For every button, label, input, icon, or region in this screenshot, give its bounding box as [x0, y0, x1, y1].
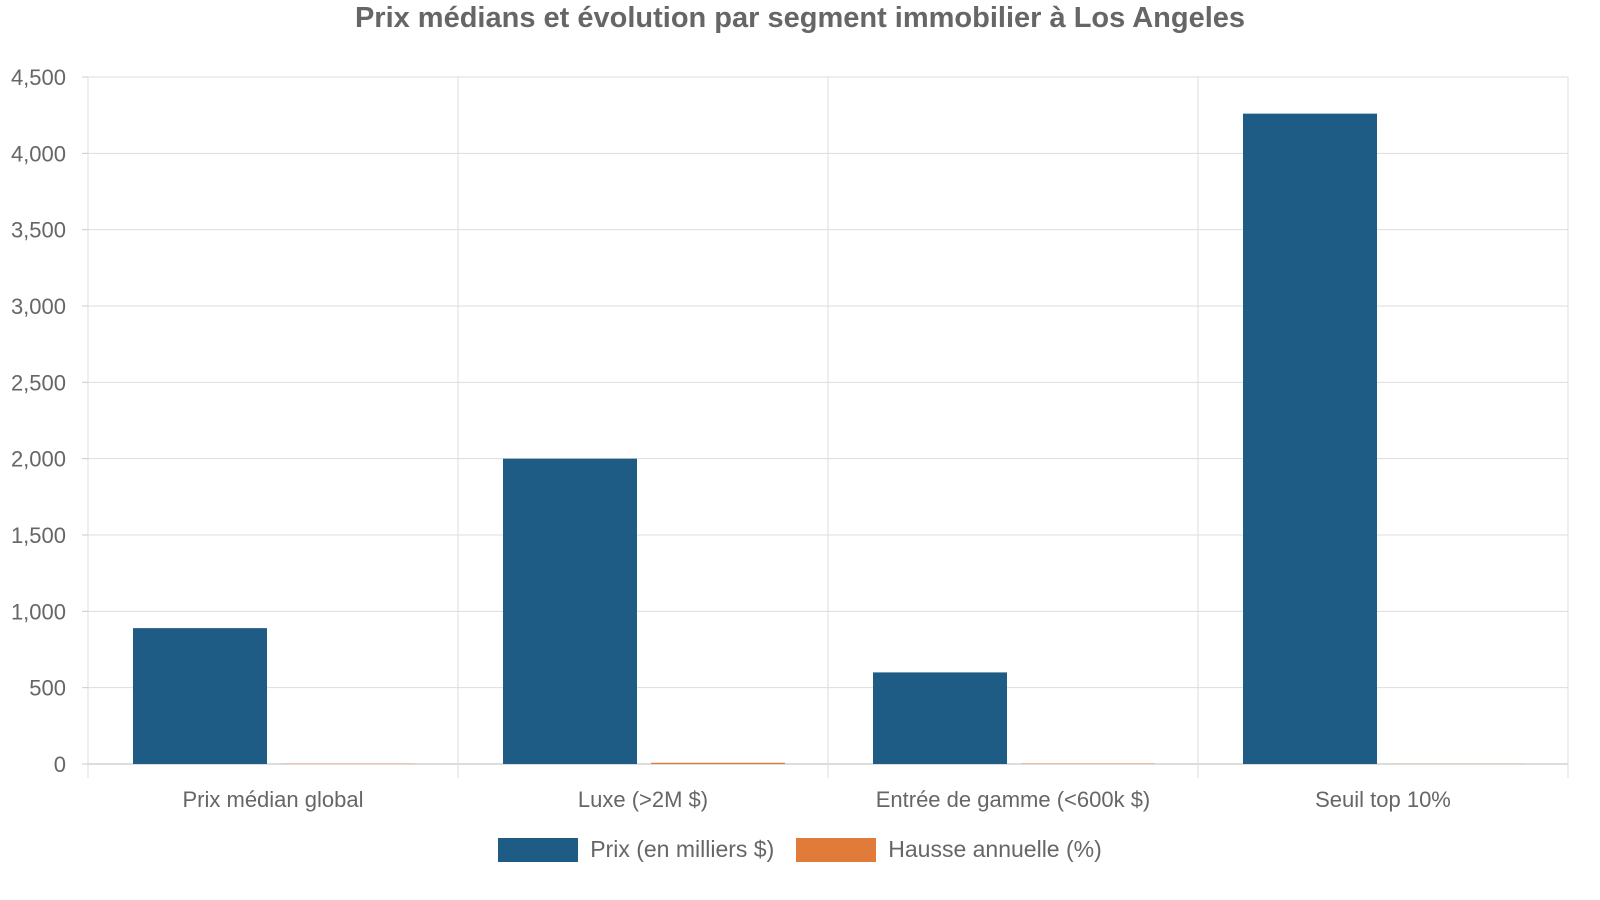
y-tick-label: 1,000 [11, 599, 66, 624]
y-tick-label: 2,000 [11, 447, 66, 472]
bar-price[interactable] [503, 458, 637, 764]
labels-layer: 0 500 1,000 1,500 2,000 2,500 3,000 3,500 4,000 4… [11, 65, 1451, 812]
bar-price[interactable] [133, 628, 267, 764]
x-tick-label: Luxe (>2M $) [578, 787, 708, 812]
legend-swatch-price [498, 837, 579, 862]
y-tick-label: 3,000 [11, 294, 66, 319]
y-tick-label: 1,500 [11, 523, 66, 548]
bars-layer [133, 113, 1525, 764]
y-tick-label: 500 [29, 676, 66, 701]
axis-layer [82, 76, 88, 765]
bar-price[interactable] [873, 672, 1007, 764]
legend-swatch-growth [796, 837, 877, 862]
bar-price[interactable] [1243, 113, 1377, 764]
chart-title: Prix médians et évolution par segment im… [354, 2, 1246, 34]
y-tick-label: 4,000 [11, 141, 66, 166]
x-tick-label: Prix médian global [183, 787, 364, 812]
legend-label-growth: Hausse annuelle (%) [888, 836, 1102, 862]
y-tick-label: 0 [54, 752, 66, 777]
bar-growth[interactable] [651, 762, 785, 764]
legend-label-price: Prix (en milliers $) [590, 836, 775, 862]
x-tick-label: Entrée de gamme (<600k $) [876, 787, 1151, 812]
y-tick-label: 2,500 [11, 370, 66, 395]
y-tick-label: 3,500 [11, 218, 66, 243]
grid-layer [87, 76, 1569, 778]
legend-item-price[interactable]: Prix (en milliers $) [498, 836, 774, 863]
x-tick-label: Seuil top 10% [1315, 787, 1451, 812]
legend-item-growth[interactable]: Hausse annuelle (%) [796, 836, 1102, 863]
legend: Prix (en milliers $) Hausse annuelle (%) [0, 836, 1600, 863]
y-tick-label: 4,500 [11, 65, 66, 90]
